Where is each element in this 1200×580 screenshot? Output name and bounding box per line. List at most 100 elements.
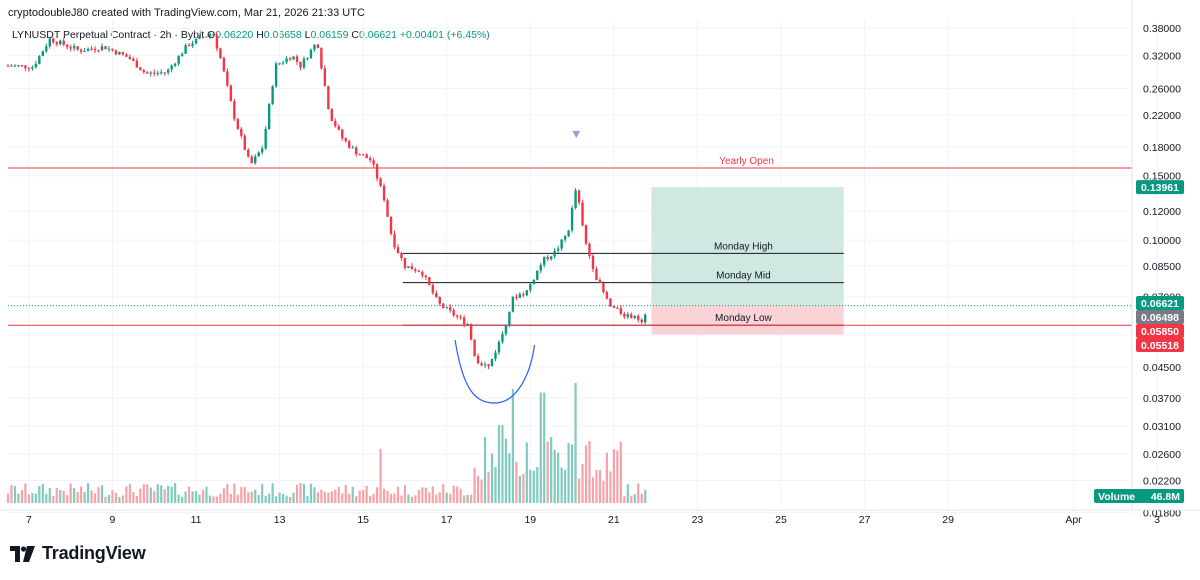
volume-bar [501,425,504,503]
volume-bar [400,495,403,503]
candle-body [180,53,184,56]
candle-body [393,233,396,248]
volume-bar [139,488,142,503]
candle-body [553,250,556,257]
candle-body [605,292,609,299]
price-chart[interactable]: Yearly Open Monday High Monday Mid Monday L… [0,0,1200,530]
volume-bar [546,441,549,503]
volume-bar [334,489,337,503]
candle-body [267,104,271,130]
price-tick-label: 0.32000 [1143,50,1181,62]
volume-bar [344,484,347,503]
volume-bar [306,496,309,503]
volume-bar [160,485,163,503]
candle-body [292,56,295,60]
time-tick-label: 27 [859,514,871,526]
candle-body [34,63,38,68]
volume-bar [34,493,37,503]
volume-bar [365,485,368,503]
candle-body [156,72,159,74]
candle-body [334,120,337,127]
price-tag [1136,310,1184,324]
candle-body [313,44,316,50]
candle-body [546,256,549,260]
candle-body [208,34,212,37]
price-tag [1136,324,1184,338]
candle-body [302,58,306,68]
price-tick-label: 0.02600 [1143,449,1181,461]
time-tick-label: 9 [110,514,116,526]
volume-bar [382,488,386,503]
price-axis[interactable]: 0.38000 0.32000 0.26000 0.22000 0.18000 0.150… [1131,0,1181,519]
candle-body [170,65,173,70]
candle-body [257,152,260,157]
price-tag [1136,296,1184,310]
volume-bar [128,483,131,503]
down-marker-icon [572,131,581,138]
volume-bar [142,484,145,503]
candle-body [65,44,69,48]
candle-body [563,236,567,240]
volume-bar [553,450,556,503]
volume-bar [403,484,407,503]
volume-bar [539,392,542,503]
candle-body [323,68,327,87]
candle-body [139,67,142,71]
candle-body [403,257,407,268]
volume-bar [529,469,532,503]
volume-bar [45,493,48,503]
volume-bar [577,478,581,503]
candle-body [104,46,107,50]
candle-body [45,46,48,52]
volume-bar [421,487,424,503]
volume-bar [511,389,514,503]
volume-bar [201,489,205,503]
volume-bar [299,483,302,503]
candle-body [132,58,135,61]
price-tick-label: 0.18000 [1143,142,1181,154]
volume-bar [104,496,107,503]
candle-body [435,292,438,298]
candle-body [41,51,45,57]
volume-bar [543,392,546,503]
candle-body [462,317,466,325]
candle-body [508,311,511,325]
volume-bar [570,444,574,503]
volume-bar [337,486,340,503]
candle-body [236,119,240,129]
volume-bar [602,480,605,503]
volume-bar [271,483,274,503]
volume-bar [24,483,27,503]
volume-bar [396,486,400,503]
price-tick-label: 0.12000 [1143,206,1181,218]
volume-bar [525,442,528,503]
candle-body [522,294,525,296]
volume-bar [581,464,584,503]
candle-body [243,135,246,150]
volume-bar [633,494,636,503]
candle-body [421,272,424,276]
price-tag-label: 0.05850 [1141,326,1179,338]
volume-bar [38,486,41,503]
candle-body [254,156,257,164]
candle-body [278,63,281,65]
volume-bar [27,494,30,503]
tradingview-logo[interactable]: TradingView [10,543,146,564]
volume-bar [504,438,508,503]
price-tick-label: 0.01800 [1143,507,1181,519]
volume-bar [80,486,83,503]
volume-bar [487,471,490,503]
symbol-title[interactable]: LYNUSDT Perpetual Contract · 2h · Bybit [12,29,205,41]
price-tag [1136,338,1184,352]
candle-body [201,36,205,38]
time-axis[interactable]: 7 9 11 13 15 17 19 21 23 25 27 29 Apr 3 [0,509,1200,526]
candle-body [428,277,431,286]
candle-body [330,109,334,121]
candle-body [100,46,104,51]
candle-body [455,315,459,317]
volume-bar [626,484,629,503]
candle-body [163,72,166,74]
time-tick-label: 21 [608,514,620,526]
candle-body [160,72,163,74]
candle-body [13,65,17,67]
